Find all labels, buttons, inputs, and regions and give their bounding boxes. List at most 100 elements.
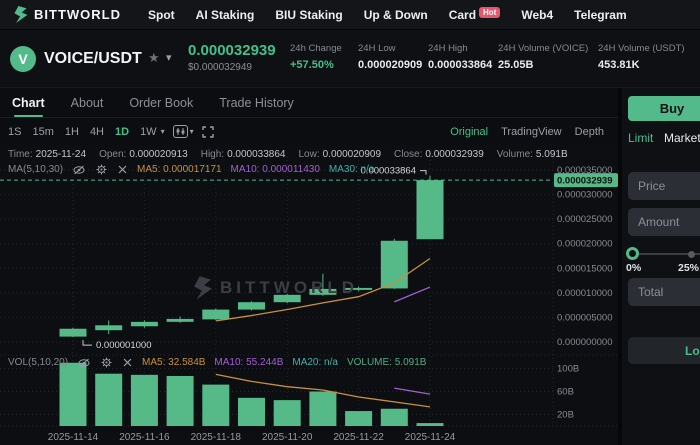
candlestick-chart[interactable]: 0.000035000 0.000030000 0.000025000 0.00002… xyxy=(0,148,620,445)
vol-settings-label: VOL(5,10,20) xyxy=(8,357,69,368)
stat-24h-low: 24H Low 0.000020909 xyxy=(358,43,422,71)
svg-text:2025-11-24: 2025-11-24 xyxy=(405,432,456,443)
vol-ma20-value: MA20: n/a xyxy=(292,357,338,368)
order-type-limit[interactable]: Limit xyxy=(628,131,654,145)
amount-slider[interactable] xyxy=(626,246,700,262)
info-high: High: 0.000033864 xyxy=(200,149,286,160)
slider-handle[interactable] xyxy=(626,247,639,260)
svg-text:0.000005000: 0.000005000 xyxy=(557,312,612,323)
svg-text:2025-11-18: 2025-11-18 xyxy=(191,432,242,443)
svg-text:0.000010000: 0.000010000 xyxy=(557,288,612,299)
login-button[interactable]: Log In xyxy=(628,337,700,364)
top-nav: BITTWORLD Spot AI Staking BIU Staking Up… xyxy=(0,0,700,30)
view-original[interactable]: Original xyxy=(450,125,489,138)
ma10-value: MA10: 0.000011430 xyxy=(230,164,320,175)
stat-24h-volume-base: 24H Volume (VOICE) 25.05B xyxy=(498,43,588,71)
timeframe-1w[interactable]: 1W xyxy=(140,125,157,138)
vol-settings-gear-icon[interactable] xyxy=(101,357,112,368)
price-block: 0.000032939 $0.000032949 xyxy=(188,42,276,73)
info-open: Open: 0.000020913 xyxy=(99,149,188,160)
svg-text:2025-11-16: 2025-11-16 xyxy=(119,432,170,443)
svg-text:0.000030000: 0.000030000 xyxy=(557,190,612,201)
view-depth[interactable]: Depth xyxy=(574,125,604,138)
info-low: Low: 0.000020909 xyxy=(298,149,382,160)
slider-step-dot[interactable] xyxy=(688,251,695,258)
timeframe-4h[interactable]: 4H xyxy=(89,125,104,138)
vol-volume-value: VOLUME: 5.091B xyxy=(346,357,427,368)
svg-text:2025-11-20: 2025-11-20 xyxy=(262,432,313,443)
coin-logo: V xyxy=(10,46,36,72)
order-type-market[interactable]: Market xyxy=(664,131,700,145)
svg-text:2025-11-22: 2025-11-22 xyxy=(333,432,384,443)
vol-ma10-value: MA10: 55.244B xyxy=(214,357,284,368)
amount-input[interactable] xyxy=(628,208,700,236)
ma-settings-label: MA(5,10,30) xyxy=(8,164,64,175)
stat-value: 0.000020909 xyxy=(358,59,423,71)
price-input[interactable] xyxy=(628,172,700,200)
nav-item-spot[interactable]: Spot xyxy=(147,7,175,22)
nav-item-biu-staking[interactable]: BIU Staking xyxy=(275,7,343,22)
stat-24h-change: 24h Change +57.50% xyxy=(290,43,342,71)
fullscreen-icon[interactable] xyxy=(201,125,214,138)
stat-label: 24H Low xyxy=(358,43,396,54)
stat-value: +57.50% xyxy=(290,59,334,71)
svg-text:60B: 60B xyxy=(557,387,574,398)
timeframe-chevron-down-icon[interactable]: ▾ xyxy=(160,127,165,136)
nav-item-telegram[interactable]: Telegram xyxy=(574,7,627,22)
tab-chart[interactable]: Chart xyxy=(12,88,45,117)
svg-text:0.000015000: 0.000015000 xyxy=(557,263,612,274)
brand[interactable]: BITTWORLD xyxy=(13,6,121,23)
eye-off-icon[interactable] xyxy=(73,165,85,175)
vol-close-indicator-icon[interactable] xyxy=(123,358,132,367)
total-input[interactable] xyxy=(628,278,700,306)
timeframe-15m[interactable]: 15m xyxy=(32,125,54,138)
view-tradingview[interactable]: TradingView xyxy=(501,125,562,138)
vol-eye-off-icon[interactable] xyxy=(78,358,90,368)
last-price: 0.000032939 xyxy=(188,42,276,59)
trade-panel: Buy Limit Market 0% 25% Log In xyxy=(622,88,700,445)
stat-value: 0.000033864 xyxy=(428,59,493,71)
chart-view-switch: Original TradingView Depth xyxy=(450,126,612,138)
nav-item-card-label: Card xyxy=(448,8,477,22)
nav-item-card[interactable]: Card Hot xyxy=(449,7,501,22)
stat-value: 453.81K xyxy=(598,59,640,71)
ma-indicator-row: MA(5,10,30) MA5: 0.000017171 MA10: 0.000… xyxy=(8,164,374,175)
timeframe-1h[interactable]: 1H xyxy=(64,125,79,138)
chart-toolbar: 1S 15m 1H 4H 1D 1W ▾ ▾ Original TradingV… xyxy=(0,118,620,145)
stat-value: 25.05B xyxy=(498,59,534,71)
ma30-value: MA30: n/a xyxy=(328,164,375,175)
tab-trade-history[interactable]: Trade History xyxy=(219,95,294,110)
info-volume: Volume: 5.091B xyxy=(496,149,568,160)
svg-text:0.000033864: 0.000033864 xyxy=(361,166,416,177)
timeframe-1d[interactable]: 1D xyxy=(115,125,130,138)
hot-badge: Hot xyxy=(479,7,501,18)
buy-button[interactable]: Buy xyxy=(628,96,700,121)
chart-style-chevron-down-icon[interactable]: ▾ xyxy=(189,127,194,136)
stat-24h-high: 24H High 0.000033864 xyxy=(428,43,492,71)
tab-about[interactable]: About xyxy=(70,95,104,110)
svg-text:0.000035000: 0.000035000 xyxy=(557,165,612,176)
slider-track[interactable] xyxy=(632,253,700,255)
close-indicator-icon[interactable] xyxy=(118,165,127,174)
brand-logo-icon xyxy=(14,6,28,23)
slider-label-25: 25% xyxy=(678,262,700,274)
svg-text:0.000000000: 0.000000000 xyxy=(557,337,612,348)
panel-divider xyxy=(618,88,622,445)
pair-selector-chevron-down-icon[interactable]: ▾ xyxy=(166,52,172,64)
stat-24h-volume-quote: 24H Volume (USDT) 453.81K xyxy=(598,43,685,71)
settings-gear-icon[interactable] xyxy=(96,164,107,175)
tab-order-book[interactable]: Order Book xyxy=(129,95,194,110)
ma5-value: MA5: 0.000017171 xyxy=(137,164,222,175)
ohlc-info-row: Time: 2025-11-24 Open: 0.000020913 High: 0.… xyxy=(8,149,568,160)
chart-area: 0.000035000 0.000030000 0.000025000 0.00002… xyxy=(0,145,620,445)
svg-text:0.000020000: 0.000020000 xyxy=(557,239,612,250)
last-price-usd: $0.000032949 xyxy=(188,62,252,73)
timeframe-1s[interactable]: 1S xyxy=(8,125,22,138)
chart-style-icon[interactable] xyxy=(172,125,188,138)
svg-text:0.000032939: 0.000032939 xyxy=(557,176,612,187)
nav-item-up-down[interactable]: Up & Down xyxy=(363,7,428,22)
nav-item-web4[interactable]: Web4 xyxy=(521,7,554,22)
nav-item-ai-staking[interactable]: AI Staking xyxy=(195,7,255,22)
favorite-star-icon[interactable]: ★ xyxy=(148,50,160,65)
